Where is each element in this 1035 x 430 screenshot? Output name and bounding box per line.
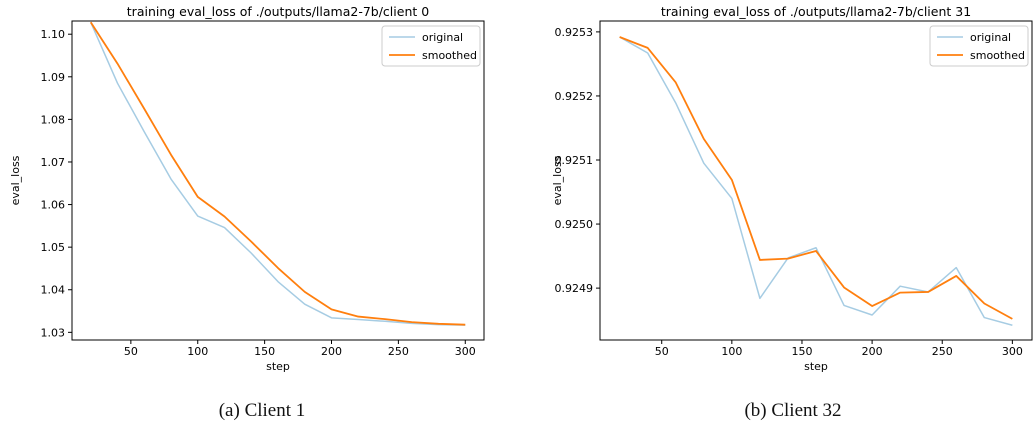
x-tick-label: 100: [721, 345, 742, 358]
plot-frame: [71, 20, 485, 341]
y-tick-label: 1.09: [41, 71, 66, 84]
y-tick-label: 1.05: [41, 241, 66, 254]
y-tick-label: 0.9253: [555, 26, 594, 39]
legend-label-original: original: [422, 31, 463, 44]
y-tick-label: 1.10: [41, 28, 66, 41]
y-tick-label: 0.9252: [555, 90, 594, 103]
legend-box: [929, 25, 1029, 67]
series-line-original: [619, 36, 1013, 326]
y-tick-label: 0.9251: [555, 154, 594, 167]
legend: original smoothed: [381, 25, 481, 67]
x-tick-label: 100: [187, 345, 208, 358]
y-tick-label: 1.06: [41, 199, 66, 212]
x-tick-label: 50: [655, 345, 669, 358]
x-tick-label: 300: [455, 345, 476, 358]
y-tick-label: 0.9250: [555, 218, 594, 231]
x-axis-label: step: [266, 360, 290, 373]
caption-a: (a) Client 1: [218, 400, 306, 421]
series-line-smoothed: [89, 21, 466, 326]
x-tick-label: 150: [254, 345, 275, 358]
series-line-original: [90, 21, 466, 326]
y-tick-label: 1.08: [41, 113, 66, 126]
series-line-smoothed: [619, 36, 1013, 320]
x-tick-label: 150: [791, 345, 812, 358]
legend: original smoothed: [929, 25, 1029, 67]
y-tick-label: 1.04: [41, 284, 66, 297]
y-tick-label: 1.03: [41, 326, 66, 339]
legend-label-original: original: [970, 31, 1011, 44]
x-tick-label: 300: [1002, 345, 1023, 358]
x-tick-label: 200: [862, 345, 883, 358]
legend-label-smoothed: smoothed: [422, 49, 477, 62]
legend-box: [381, 25, 481, 67]
plot-frame: [599, 20, 1033, 341]
y-axis-label: eval_loss: [9, 155, 22, 205]
chart-title: training eval_loss of ./outputs/llama2-7…: [127, 4, 429, 19]
y-tick-label: 1.07: [41, 156, 66, 169]
y-axis-label: eval_loss: [551, 155, 564, 205]
chart-title: training eval_loss of ./outputs/llama2-7…: [661, 4, 971, 19]
y-tick-label: 0.9249: [555, 282, 594, 295]
legend-label-smoothed: smoothed: [970, 49, 1025, 62]
x-tick-label: 250: [932, 345, 953, 358]
x-tick-label: 250: [388, 345, 409, 358]
x-axis-label: step: [804, 360, 828, 373]
caption-b: (b) Client 32: [744, 400, 842, 421]
chart-client-1: training eval_loss of ./outputs/llama2-7…: [9, 4, 485, 373]
chart-client-32: training eval_loss of ./outputs/llama2-7…: [551, 4, 1033, 373]
x-tick-label: 50: [124, 345, 138, 358]
x-tick-label: 200: [321, 345, 342, 358]
